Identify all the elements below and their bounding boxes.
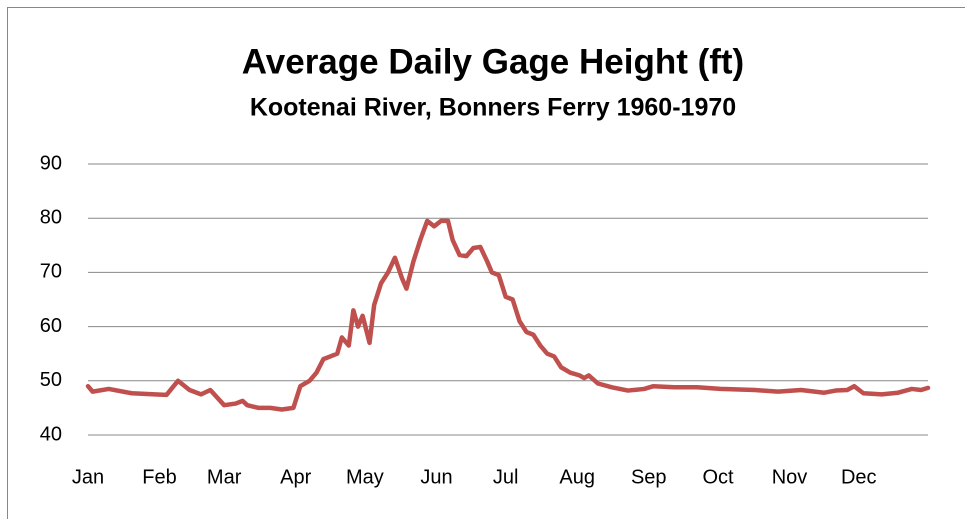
chart-title: Average Daily Gage Height (ft) bbox=[242, 42, 744, 81]
chart-subtitle: Kootenai River, Bonners Ferry 1960-1970 bbox=[250, 94, 736, 122]
x-tick-label: Jul bbox=[493, 466, 519, 488]
x-tick-label: Jun bbox=[420, 466, 452, 488]
x-tick-label: Feb bbox=[142, 466, 176, 488]
x-tick-label: Dec bbox=[841, 466, 877, 488]
y-tick-label: 70 bbox=[40, 261, 62, 283]
x-tick-label: Aug bbox=[559, 466, 595, 488]
y-tick-label: 40 bbox=[40, 423, 62, 445]
x-tick-label: Oct bbox=[702, 466, 734, 488]
y-tick-label: 50 bbox=[40, 369, 62, 391]
x-tick-label: Jan bbox=[72, 466, 104, 488]
x-tick-label: Apr bbox=[280, 466, 311, 488]
x-tick-label: Nov bbox=[772, 466, 808, 488]
y-tick-label: 60 bbox=[40, 315, 62, 337]
data-line bbox=[85, 218, 931, 412]
x-tick-label: May bbox=[346, 466, 384, 488]
y-tick-label: 90 bbox=[40, 152, 62, 174]
y-tick-label: 80 bbox=[40, 206, 62, 228]
x-tick-label: Sep bbox=[631, 466, 667, 488]
x-tick-label: Mar bbox=[207, 466, 242, 488]
